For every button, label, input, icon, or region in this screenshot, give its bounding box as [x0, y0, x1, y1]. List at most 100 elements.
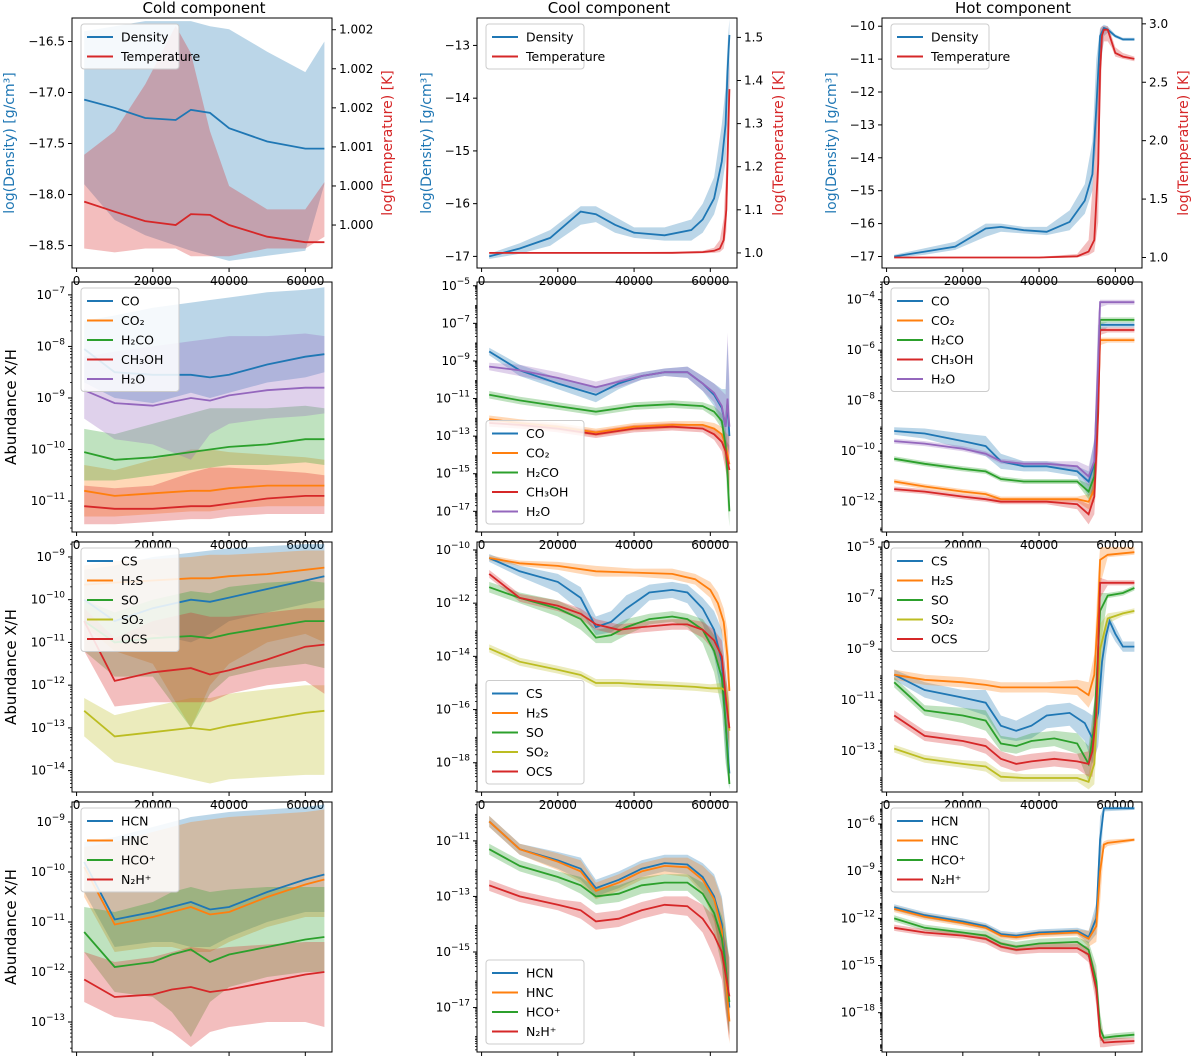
x-tick-label: 60000 — [691, 1058, 729, 1060]
x-tick-label: 0 — [73, 538, 81, 552]
panel-frame — [881, 801, 1143, 1053]
y-tick-label: 10−7 — [441, 314, 470, 330]
legend-label: CS — [526, 686, 543, 701]
legend-label: Density — [526, 30, 574, 45]
y-right-tick-label: 1.002 — [339, 23, 373, 37]
y-tick-label: 10−12 — [436, 594, 470, 610]
legend: Density Temperature — [890, 23, 1010, 70]
legend-label: CS — [121, 554, 138, 569]
legend-label: HCO⁺ — [931, 853, 966, 868]
legend: CS H₂S SO SO₂ OCS — [890, 547, 990, 652]
legend-label: HCO⁺ — [121, 853, 156, 868]
panel-frame — [476, 17, 738, 269]
y-tick-label: −16 — [445, 197, 470, 211]
y-tick-label: 10−8 — [846, 392, 875, 408]
series-band-blue — [84, 21, 325, 261]
series-band-blue — [894, 616, 1135, 764]
x-tick-label: 60000 — [286, 274, 324, 288]
series-band-orange — [489, 815, 730, 1044]
x-tick-label: 40000 — [615, 798, 653, 812]
y-tick-label: 10−17 — [436, 502, 470, 518]
bands — [894, 547, 1135, 790]
panels: 0 20000 40000 60000 −18.5 −18.0 −17.5 −17.0 −16.… — [2, 17, 1192, 1060]
y-tick-label: 10−9 — [36, 813, 65, 829]
series-line-blue — [488, 820, 731, 1008]
legend-label: N₂H⁺ — [526, 1024, 556, 1039]
series-line-blue — [83, 861, 325, 921]
y-tick-label: 10−10 — [31, 591, 66, 607]
y-tick-label: 10−13 — [436, 887, 470, 903]
legend-label: H₂CO — [526, 465, 559, 480]
y-tick-label: 10−9 — [441, 352, 470, 368]
y-tick-label: 10−14 — [31, 762, 66, 778]
y-tick-label: 10−13 — [31, 719, 65, 735]
series-line-red — [83, 971, 325, 998]
legend-label: HNC — [526, 985, 554, 1000]
bands — [894, 299, 1135, 525]
y-tick-label: 10−13 — [31, 1013, 65, 1029]
panel-frame — [881, 281, 1143, 533]
series-line-blue — [893, 807, 1135, 939]
lines — [488, 820, 731, 1022]
y-right-tick-label: 1.3 — [744, 117, 763, 131]
y-tick-label: −18.0 — [28, 188, 65, 202]
x-tick-label: 60000 — [691, 274, 729, 288]
lines — [488, 557, 731, 785]
series-band-red — [489, 879, 730, 1041]
x-tick-label: 0 — [883, 274, 891, 288]
legend-label: CH₃OH — [121, 352, 163, 367]
series-line-orange — [894, 551, 1135, 697]
y-tick-label: 10−10 — [436, 541, 471, 557]
lines — [894, 301, 1135, 516]
series-line-orange — [489, 557, 731, 691]
legend-box — [80, 287, 180, 392]
x-tick-label: 20000 — [539, 274, 577, 288]
legend-box — [890, 547, 990, 652]
y-tick-label: −13 — [445, 38, 470, 52]
legend-label: HCN — [931, 814, 958, 829]
series-band-blue — [489, 342, 730, 455]
y-tick-label: 10−5 — [441, 277, 470, 293]
y-tick-label: 10−14 — [436, 647, 471, 663]
legend: CO CO₂ H₂CO CH₃OH H₂O — [890, 287, 990, 392]
legend-box — [890, 287, 990, 392]
x-tick-label: 40000 — [210, 798, 248, 812]
legend: Density Temperature — [80, 23, 200, 70]
lines — [83, 98, 325, 244]
x-tick-label: 60000 — [286, 1058, 324, 1060]
panel-hot-physical: 0 20000 40000 60000 −17 −16 −15 −14 −13 −12 −11 −10… — [824, 17, 1192, 288]
panel-frame — [71, 281, 333, 533]
series-line-green — [83, 438, 325, 461]
y-axis-title-density: log(Density) [g/cm³] — [419, 72, 435, 213]
panel-cold-physical: 0 20000 40000 60000 −18.5 −18.0 −17.5 −17.0 −16.… — [2, 17, 396, 288]
legend-label: H₂O — [931, 372, 955, 387]
y-tick-label: −17.5 — [28, 137, 65, 151]
y-right-tick-label: 2.0 — [1149, 134, 1168, 148]
series-line-red — [84, 494, 325, 510]
legend-box — [890, 807, 990, 893]
y-tick-label: 10−6 — [846, 341, 875, 357]
series-line-green — [488, 848, 731, 1003]
y-tick-label: −14 — [850, 151, 875, 165]
x-tick-label: 20000 — [539, 1058, 577, 1060]
series-band-red — [84, 467, 325, 525]
series-line-blue — [893, 618, 1135, 742]
legend-label: H₂CO — [931, 333, 964, 348]
y-axis-title-temperature: log(Temperature) [K] — [1176, 70, 1192, 216]
legend-label: N₂H⁺ — [931, 872, 961, 887]
y-axis-title-abundance: Abundance X/H — [2, 869, 20, 985]
x-tick-label: 20000 — [539, 798, 577, 812]
y-tick-label: 10−10 — [31, 863, 66, 879]
x-tick-label: 40000 — [1020, 274, 1058, 288]
series-line-blue — [83, 98, 325, 150]
column-title-cool: Cool component — [548, 0, 671, 17]
lines — [893, 807, 1135, 1044]
y-tick-label: 10−7 — [36, 286, 65, 302]
lines — [83, 861, 325, 998]
series-line-green — [893, 587, 1135, 767]
y-tick-label: −18.5 — [28, 239, 65, 253]
y-tick-label: 10−13 — [436, 427, 470, 443]
y-tick-label: 10−17 — [436, 999, 470, 1015]
y-tick-label: 10−4 — [846, 291, 875, 307]
y-right-tick-label: 1.5 — [744, 30, 763, 44]
